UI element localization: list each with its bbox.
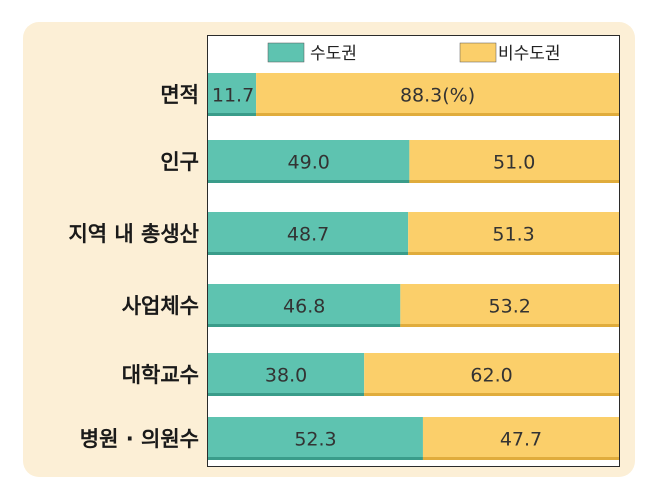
bar-shadow-2-series-2 <box>409 180 619 183</box>
bar-shadow-1-series-2 <box>256 113 619 116</box>
bar-2-series-1 <box>208 140 410 183</box>
legend-label-1: 수도권 <box>310 44 357 64</box>
bar-shadow-5-series-1 <box>208 393 365 396</box>
bar-4-series-2 <box>400 284 619 327</box>
value-label-1-series-1: 11.7 <box>212 85 254 107</box>
bar-shadow-4-series-1 <box>208 324 401 327</box>
category-label-2: 인구 <box>160 149 199 174</box>
category-label-5: 대학교수 <box>121 362 199 387</box>
value-label-2-series-2: 51.0 <box>493 152 535 174</box>
value-label-4-series-2: 53.2 <box>489 296 531 318</box>
bar-2-series-2 <box>409 140 619 183</box>
bar-1-series-2 <box>256 73 619 116</box>
bar-shadow-4-series-2 <box>400 324 619 327</box>
value-label-4-series-1: 46.8 <box>283 296 325 318</box>
legend-label-2: 비수도권 <box>498 44 561 64</box>
bar-shadow-3-series-1 <box>208 252 409 255</box>
bar-shadow-6-series-1 <box>208 457 423 460</box>
value-label-6-series-2: 47.7 <box>500 429 542 451</box>
value-label-3-series-1: 48.7 <box>287 224 329 246</box>
bar-shadow-6-series-2 <box>422 457 619 460</box>
bar-5-series-1 <box>208 353 365 396</box>
bar-6-series-1 <box>208 417 423 460</box>
bar-shadow-3-series-2 <box>408 252 619 255</box>
bar-shadow-2-series-1 <box>208 180 410 183</box>
bar-shadow-5-series-2 <box>364 393 619 396</box>
category-label-4: 사업체수 <box>121 293 199 318</box>
value-label-5-series-2: 62.0 <box>470 365 512 387</box>
category-label-1: 면적 <box>160 82 199 107</box>
value-label-6-series-1: 52.3 <box>294 429 336 451</box>
value-label-5-series-1: 38.0 <box>265 365 307 387</box>
category-label-3: 지역 내 총생산 <box>68 221 199 246</box>
bar-1-series-1 <box>208 73 257 116</box>
bar-4-series-1 <box>208 284 401 327</box>
bar-shadow-1-series-1 <box>208 113 257 116</box>
value-label-2-series-1: 49.0 <box>288 152 330 174</box>
legend-swatch-2 <box>459 42 497 63</box>
bar-3-series-1 <box>208 212 409 255</box>
category-label-6: 병원 · 의원수 <box>79 426 199 451</box>
bar-5-series-2 <box>364 353 619 396</box>
value-label-3-series-2: 51.3 <box>492 224 534 246</box>
value-label-1-series-2: 88.3(%) <box>400 85 475 107</box>
bar-6-series-2 <box>422 417 619 460</box>
bar-3-series-2 <box>408 212 619 255</box>
legend-swatch-1 <box>267 42 305 63</box>
